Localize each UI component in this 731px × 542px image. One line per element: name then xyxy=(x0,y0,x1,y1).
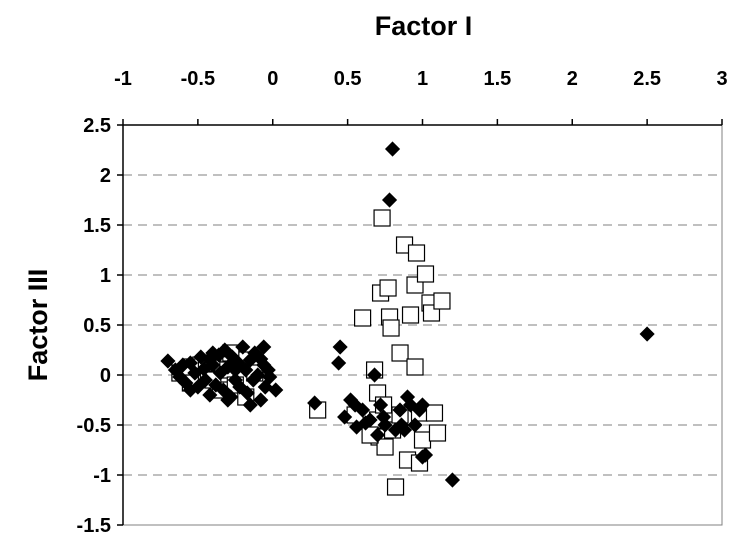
data-point-diamond xyxy=(250,367,266,383)
y-tick-label: 0 xyxy=(100,365,111,387)
data-point-diamond xyxy=(332,339,348,355)
data-point-diamond xyxy=(268,382,284,398)
data-point-diamond xyxy=(381,192,398,208)
y-tick-label: 2.5 xyxy=(83,115,111,137)
data-point-diamond xyxy=(362,412,378,428)
data-point-diamond xyxy=(227,362,243,378)
data-point-diamond xyxy=(160,353,176,369)
data-point-diamond xyxy=(205,357,221,373)
data-point-diamond xyxy=(253,392,269,408)
data-point-diamond xyxy=(337,409,353,425)
axes xyxy=(117,119,723,526)
data-point-diamond xyxy=(373,397,389,413)
y-tick-label: -1.5 xyxy=(77,515,111,537)
data-point-diamond xyxy=(414,449,431,465)
data-point-diamond xyxy=(239,385,255,401)
x-axis-title: Factor I xyxy=(375,11,473,41)
data-point-diamond xyxy=(414,397,431,413)
data-point-square xyxy=(416,265,435,283)
data-point-diamond xyxy=(205,345,221,361)
x-tick-label: 0.5 xyxy=(334,68,362,90)
data-point-diamond xyxy=(375,409,392,425)
data-point-square xyxy=(401,306,420,324)
data-point-diamond xyxy=(202,387,218,403)
data-point-square xyxy=(376,438,394,456)
x-tick-label: -1 xyxy=(114,68,132,90)
x-tick-label: -0.5 xyxy=(181,68,215,90)
data-point-diamond xyxy=(370,427,386,443)
data-point-diamond xyxy=(407,417,423,433)
y-axis-title: Factor III xyxy=(23,269,53,382)
data-point-square xyxy=(382,319,400,337)
data-point-diamond xyxy=(220,392,236,408)
data-point-square xyxy=(425,404,444,422)
data-point-diamond xyxy=(182,382,198,398)
data-points xyxy=(160,141,655,496)
data-point-diamond xyxy=(262,369,278,385)
data-point-diamond xyxy=(392,402,408,418)
data-point-diamond xyxy=(444,472,461,488)
y-tick-label: 0.5 xyxy=(83,315,111,337)
y-tick-label: -1 xyxy=(93,465,111,487)
y-tick-label: -0.5 xyxy=(77,415,111,437)
data-point-diamond xyxy=(384,141,401,157)
data-point-square xyxy=(407,244,426,262)
y-tick-label: 1 xyxy=(100,265,111,287)
gridlines xyxy=(123,174,722,476)
data-point-square xyxy=(433,292,451,310)
data-point-diamond xyxy=(197,372,213,388)
x-tick-label: 3 xyxy=(716,68,727,90)
data-point-diamond xyxy=(639,326,655,342)
x-tick-label: 0 xyxy=(267,68,278,90)
y-tick-labels: 2.5 2 1.5 1 0.5 0 -0.5 -1 -1.5 xyxy=(77,115,111,537)
data-point-diamond xyxy=(307,395,323,411)
data-point-diamond xyxy=(242,397,258,413)
data-point-diamond xyxy=(393,417,410,433)
data-point-square xyxy=(413,431,432,449)
data-point-square xyxy=(386,478,405,496)
data-point-square xyxy=(428,424,447,442)
x-tick-label: 1.5 xyxy=(483,68,511,90)
data-point-square xyxy=(373,209,391,227)
x-tick-label: 2 xyxy=(567,68,578,90)
data-point-square xyxy=(354,309,372,327)
data-point-diamond xyxy=(253,351,269,367)
y-tick-label: 1.5 xyxy=(83,215,111,237)
x-tick-labels: -1 -0.5 0 0.5 1 1.5 2 2.5 3 xyxy=(114,68,727,90)
data-point-diamond xyxy=(235,339,251,355)
data-point-diamond xyxy=(331,355,347,371)
y-tick-label: 2 xyxy=(100,165,111,187)
data-point-diamond xyxy=(355,402,371,418)
data-point-square xyxy=(391,344,409,362)
data-point-diamond xyxy=(367,367,383,383)
data-point-square xyxy=(379,279,397,297)
x-tick-label: 2.5 xyxy=(633,68,661,90)
x-tick-label: 1 xyxy=(417,68,428,90)
data-point-diamond xyxy=(256,339,272,355)
data-point-square xyxy=(406,358,424,376)
